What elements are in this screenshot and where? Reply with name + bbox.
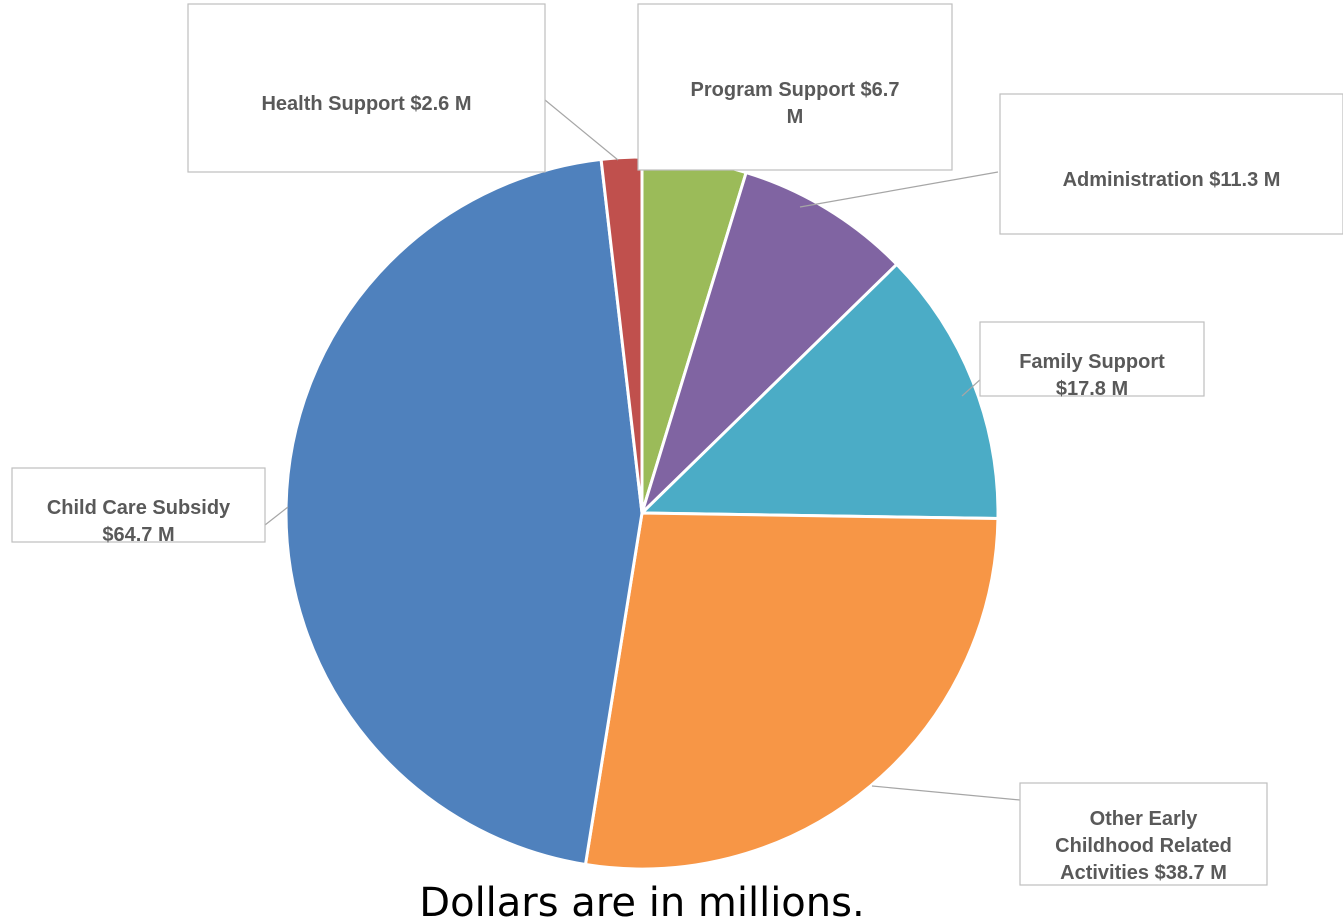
data-label-family-support: Family Support $17.8 M [1019,351,1165,400]
data-label-administration: Administration $11.3 M [1063,169,1281,191]
data-label-box-health-support [187,3,546,173]
leader-line-child-care-subsidy [264,506,289,526]
data-label-health-support: Health Support $2.6 M [261,93,471,115]
pie-slice-child-care-subsidy [284,157,644,867]
pie-slice-other-early-childhood-related-activities [583,511,1000,871]
pie-slice-family-support [638,262,1000,521]
data-label-box-child-care-subsidy [11,467,266,543]
leader-line-administration [799,171,999,208]
leader-line-family-support [961,377,983,397]
data-label-other-early-childhood-related-activities: Other Early Childhood Related Activities $… [1055,808,1232,884]
data-label-program-support: Program Support $6.7 M [691,79,900,128]
footnote: Dollars are in millions. [419,880,864,924]
pie-slices [284,155,1000,871]
data-label-box-program-support [637,3,953,171]
data-label-child-care-subsidy: Child Care Subsidy $64.7 M [47,497,231,546]
leader-lines [264,99,1021,801]
pie-slice-administration [640,170,899,515]
leader-line-health-support [544,99,619,161]
leader-line-other-early-childhood-related-activities [871,785,1021,801]
data-labels: Program Support $6.7 M Administration $11.… [11,3,1343,886]
data-label-box-family-support [979,321,1205,397]
data-label-box-other-early-childhood-related-activities [1019,782,1268,886]
data-label-box-administration [999,93,1343,235]
